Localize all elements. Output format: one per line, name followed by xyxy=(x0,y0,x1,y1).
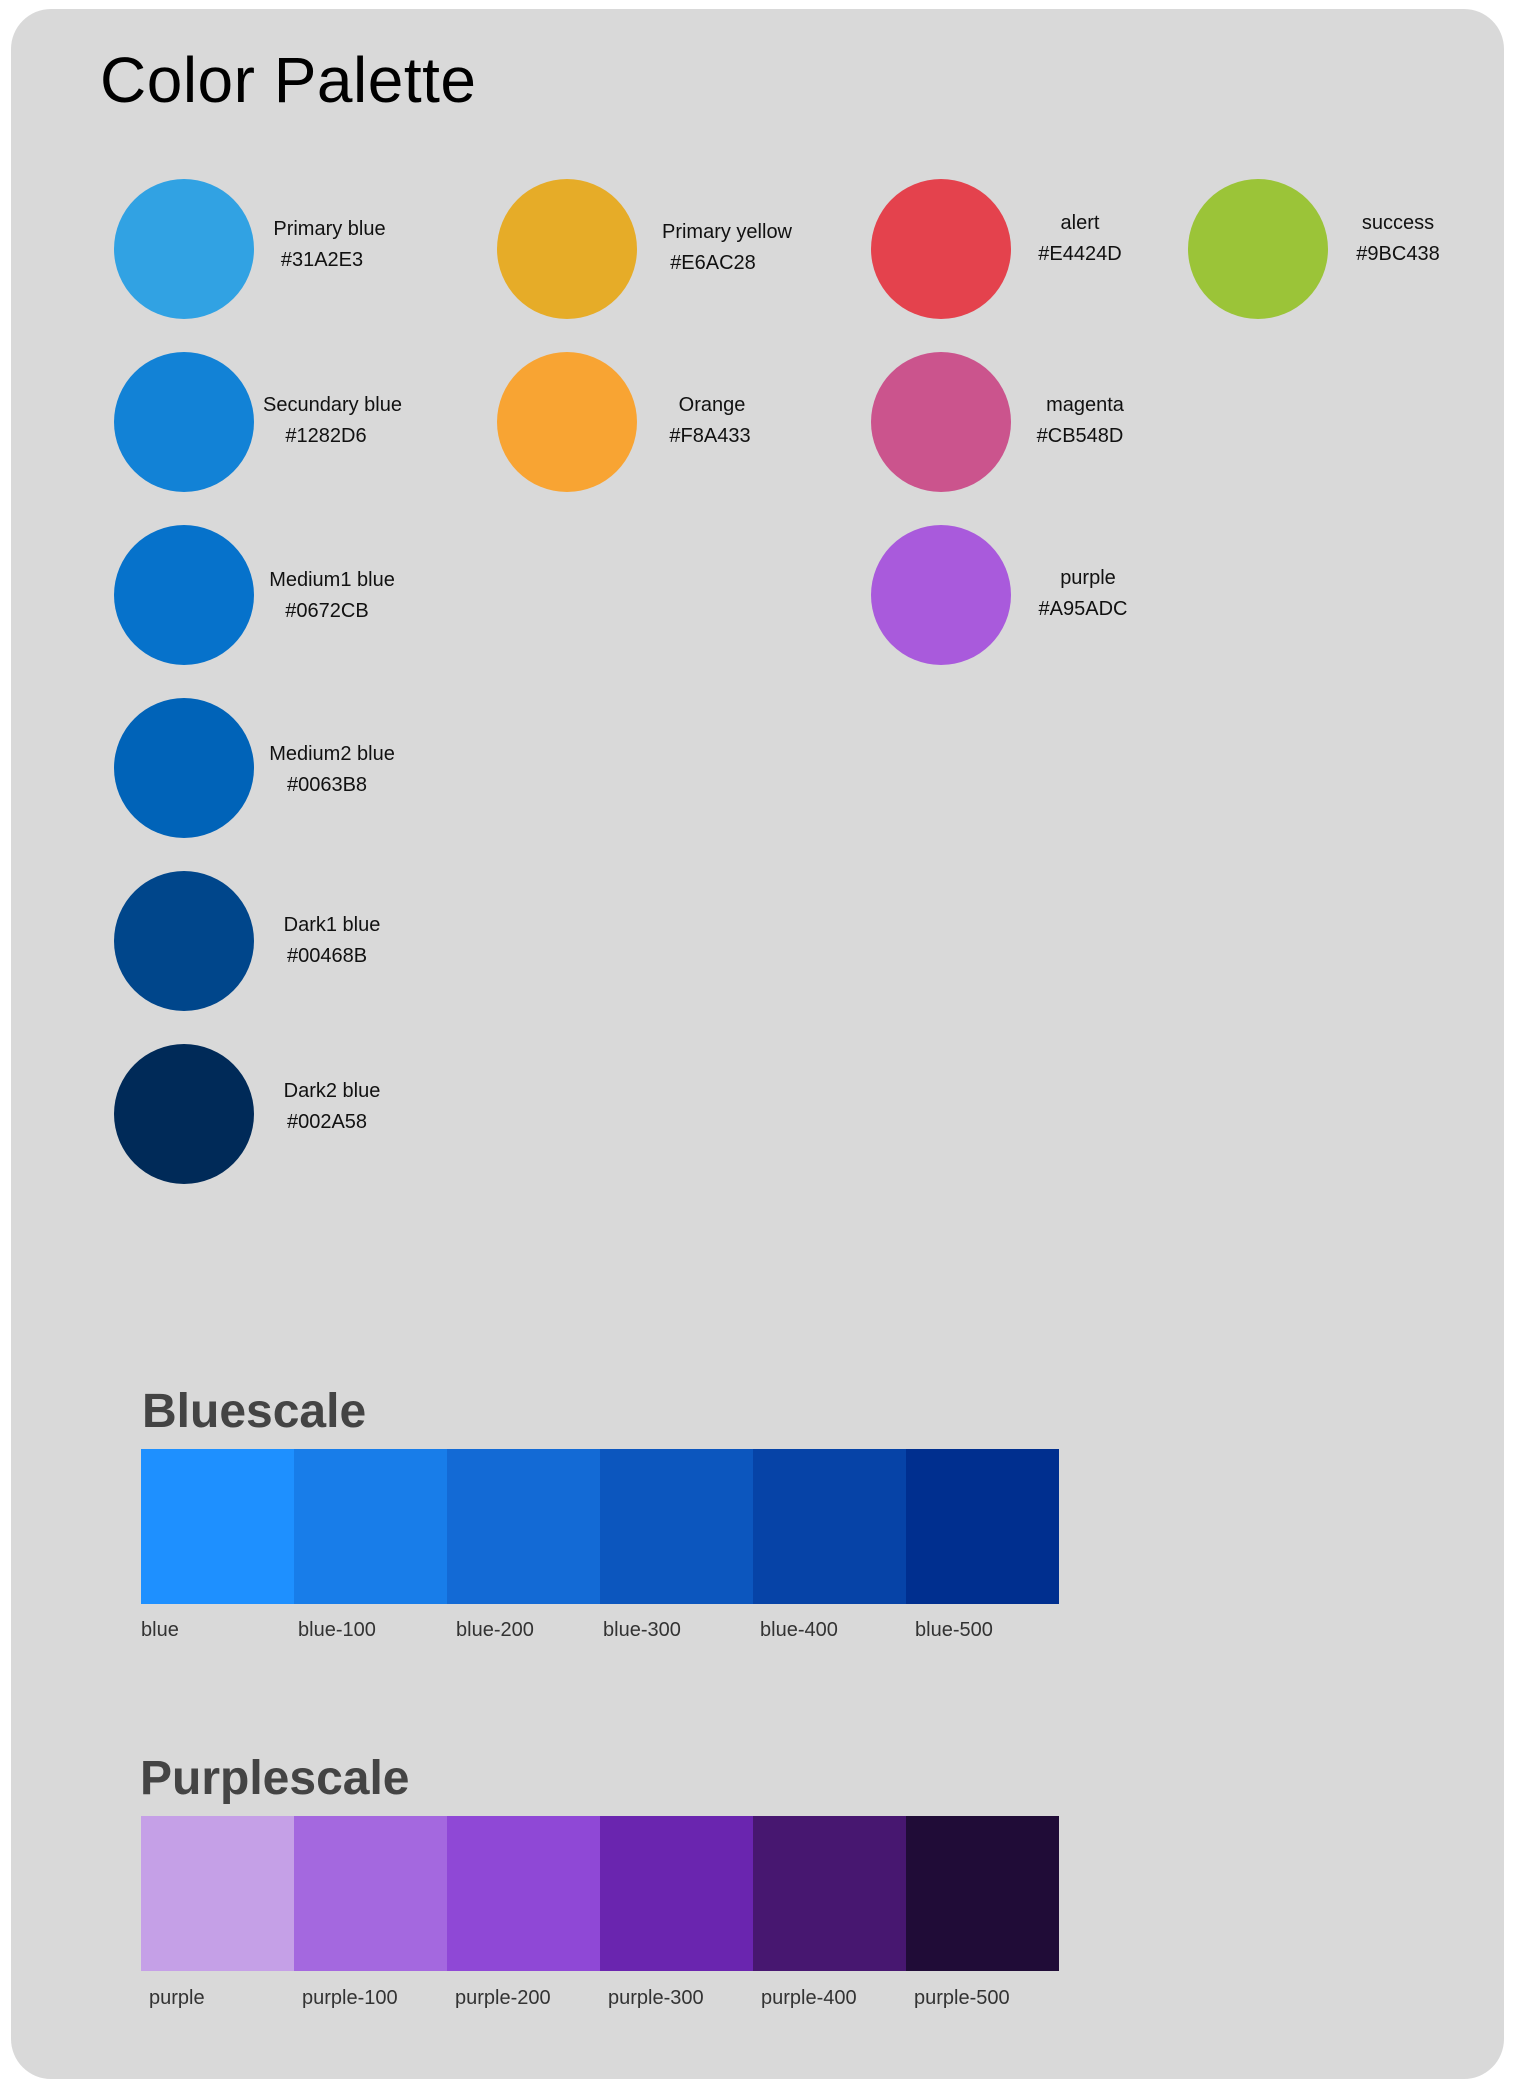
swatch-hex: #1282D6 xyxy=(285,425,367,447)
swatch-hex: #00468B xyxy=(286,945,368,967)
bluescale-label: blue-400 xyxy=(760,1619,838,1641)
color-circle xyxy=(1188,179,1328,319)
bluescale-cell xyxy=(294,1449,447,1604)
swatch-hex: #9BC438 xyxy=(1356,243,1440,265)
bluescale-title: Bluescale xyxy=(142,1385,367,1438)
bluescale-label: blue-300 xyxy=(603,1619,681,1641)
color-circle xyxy=(871,352,1011,492)
swatch-hex: #0672CB xyxy=(285,600,369,622)
palette-card xyxy=(11,9,1504,2079)
purplescale-label: purple-200 xyxy=(455,1987,551,2009)
purplescale-cell xyxy=(447,1816,600,1971)
bluescale-label: blue-500 xyxy=(915,1619,993,1641)
swatch-name: success xyxy=(1361,212,1435,234)
swatch-name: alert xyxy=(1060,212,1100,234)
bluescale-cell xyxy=(753,1449,906,1604)
purplescale-cell xyxy=(141,1816,294,1971)
swatch-hex: #CB548D xyxy=(1036,425,1124,447)
swatch-name: Medium2 blue xyxy=(269,743,395,765)
swatch-hex: #F8A433 xyxy=(669,425,751,447)
color-circle xyxy=(871,179,1011,319)
color-circle xyxy=(114,871,254,1011)
color-circle xyxy=(114,352,254,492)
bluescale-label: blue-100 xyxy=(298,1619,376,1641)
purplescale-title: Purplescale xyxy=(140,1752,410,1805)
purplescale-cell xyxy=(294,1816,447,1971)
purplescale-cell xyxy=(906,1816,1059,1971)
purplescale-strip xyxy=(141,1816,1059,1971)
bluescale-cell xyxy=(447,1449,600,1604)
swatch-hex: #31A2E3 xyxy=(280,249,364,271)
page-title: Color Palette xyxy=(100,44,477,116)
bluescale-label: blue-200 xyxy=(456,1619,534,1641)
bluescale-cell xyxy=(600,1449,753,1604)
swatch-name: purple xyxy=(1060,567,1116,589)
color-circle xyxy=(114,1044,254,1184)
swatch-hex: #0063B8 xyxy=(286,774,368,796)
purplescale-label: purple-500 xyxy=(914,1987,1010,2009)
color-circle xyxy=(497,179,637,319)
purplescale-cell xyxy=(600,1816,753,1971)
swatch-name: Orange xyxy=(678,394,746,416)
color-circle xyxy=(114,179,254,319)
purplescale-label: purple-300 xyxy=(608,1987,704,2009)
swatch-name: Primary blue xyxy=(273,218,386,240)
swatch-name: Dark2 blue xyxy=(283,1080,381,1102)
bluescale-label: blue xyxy=(141,1619,179,1641)
purplescale-label: purple-400 xyxy=(761,1987,857,2009)
bluescale-cell xyxy=(141,1449,294,1604)
purplescale-label: purple-100 xyxy=(302,1987,398,2009)
bluescale-cell xyxy=(906,1449,1059,1604)
color-circle xyxy=(114,698,254,838)
color-circle xyxy=(114,525,254,665)
swatch-name: Dark1 blue xyxy=(283,914,381,936)
swatch-name: Primary yellow xyxy=(661,221,793,243)
bluescale-strip xyxy=(141,1449,1059,1604)
purplescale-label: purple xyxy=(149,1987,205,2009)
swatch-hex: #002A58 xyxy=(286,1111,368,1133)
swatch-name: Secundary blue xyxy=(263,394,402,416)
swatch-name: Medium1 blue xyxy=(269,569,395,591)
color-circle xyxy=(871,525,1011,665)
swatch-hex: #A95ADC xyxy=(1038,598,1128,620)
swatch-hex: #E4424D xyxy=(1038,243,1122,265)
purplescale-cell xyxy=(753,1816,906,1971)
color-circle xyxy=(497,352,637,492)
swatch-hex: #E6AC28 xyxy=(670,252,756,274)
swatch-name: magenta xyxy=(1046,394,1124,416)
